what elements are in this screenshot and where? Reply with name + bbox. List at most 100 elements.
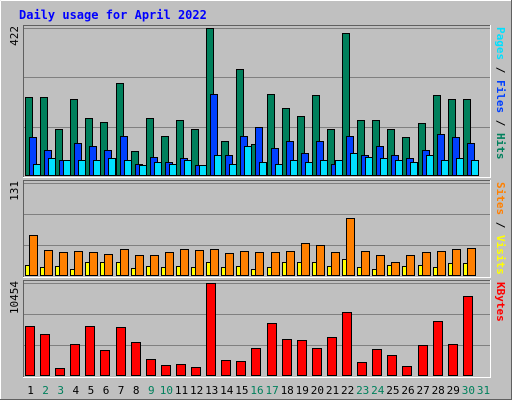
x-tick-label-day-30: 30	[462, 384, 475, 397]
pages-bar-day-7	[124, 160, 132, 176]
y-axis-max-label: 422	[8, 26, 21, 46]
kbytes-bar-day-7	[116, 327, 126, 376]
x-tick-label-day-5: 5	[88, 384, 95, 397]
pages-bar-day-20	[320, 160, 328, 176]
kbytes-bar-day-27	[418, 345, 428, 376]
sites-bar-day-25	[391, 262, 400, 276]
pages-bar-day-29	[456, 158, 464, 176]
x-tick-label-day-12: 12	[190, 384, 203, 397]
x-tick-label-day-8: 8	[133, 384, 140, 397]
pages-bar-day-25	[395, 160, 403, 176]
sites-bar-day-28	[437, 251, 446, 276]
kbytes-bar-day-14	[221, 360, 231, 376]
kbytes-bar-day-17	[267, 323, 277, 376]
legend-part: Files	[494, 80, 507, 113]
sites-bar-day-21	[331, 252, 340, 276]
legend-part: /	[494, 215, 507, 235]
sites-bar-day-5	[89, 252, 98, 276]
x-tick-label-day-2: 2	[42, 384, 49, 397]
pages-bar-day-21	[335, 160, 343, 176]
pages-bar-day-13	[214, 155, 222, 176]
x-tick-label-day-15: 15	[235, 384, 248, 397]
x-tick-label-day-23: 23	[356, 384, 369, 397]
pages-bar-day-11	[184, 160, 192, 176]
kbytes-bar-day-22	[342, 312, 352, 376]
x-tick-label-day-28: 28	[432, 384, 445, 397]
kbytes-bar-day-18	[282, 339, 292, 376]
kbytes-bar-day-6	[100, 350, 110, 376]
x-tick-label-day-17: 17	[265, 384, 278, 397]
pages-bar-day-2	[48, 158, 56, 176]
kbytes-bar-day-20	[312, 348, 322, 376]
sites-bar-day-30	[467, 248, 476, 276]
series-pages	[33, 146, 479, 176]
kbytes-bar-day-26	[402, 366, 412, 376]
x-tick-label-day-10: 10	[160, 384, 173, 397]
x-tick-label-day-13: 13	[205, 384, 218, 397]
kbytes-bar-day-30	[463, 296, 473, 376]
pages-bar-day-23	[365, 157, 373, 176]
x-tick-label-day-9: 9	[148, 384, 155, 397]
x-tick-label-day-27: 27	[416, 384, 429, 397]
pages-bar-day-6	[108, 158, 116, 176]
sites-bar-day-29	[452, 249, 461, 276]
kbytes-bar-day-11	[176, 364, 186, 376]
y-axis-max-label: 10454	[8, 281, 21, 314]
legend-part: /	[494, 60, 507, 80]
kbytes-bar-day-19	[297, 340, 307, 376]
kbytes-bar-day-13	[206, 283, 216, 376]
x-tick-label-day-26: 26	[401, 384, 414, 397]
y-axis-max-label: 131	[8, 181, 21, 201]
x-tick-label-day-14: 14	[220, 384, 234, 397]
pages-bar-day-15	[244, 146, 252, 176]
sites-bar-day-11	[180, 249, 189, 276]
x-tick-label-day-21: 21	[326, 384, 339, 397]
series-legend-label: Pages / Files / Hits	[494, 27, 507, 160]
x-tick-label-day-7: 7	[118, 384, 125, 397]
x-tick-label-day-6: 6	[103, 384, 110, 397]
legend-part: KBytes	[494, 282, 507, 322]
pages-bar-day-18	[290, 160, 298, 176]
pages-bar-day-30	[471, 160, 479, 176]
kbytes-bar-day-2	[40, 334, 50, 376]
pages-bar-day-9	[154, 162, 162, 176]
sites-bar-day-9	[150, 255, 159, 276]
pages-bar-day-16	[259, 162, 267, 176]
sites-bar-day-15	[240, 251, 249, 276]
legend-part: /	[494, 113, 507, 133]
sites-bar-day-18	[286, 251, 295, 276]
series-kbytes	[25, 283, 473, 376]
x-tick-label-day-25: 25	[386, 384, 399, 397]
sites-bar-day-10	[165, 252, 174, 276]
legend-part: Pages	[494, 27, 507, 60]
series-legend-label: Sites / Visits	[494, 182, 507, 275]
sites-bar-day-20	[316, 245, 325, 276]
pages-bar-day-10	[169, 164, 177, 176]
sites-bar-day-14	[225, 253, 234, 276]
x-tick-label-day-16: 16	[250, 384, 263, 397]
chart-title: Daily usage for April 2022	[19, 8, 207, 22]
pages-bar-day-27	[426, 155, 434, 176]
sites-bar-day-22	[346, 218, 355, 276]
legend-part: Visits	[494, 235, 507, 275]
pages-bar-day-19	[305, 162, 313, 176]
sites-bar-day-16	[255, 252, 264, 276]
kbytes-bar-day-12	[191, 367, 201, 376]
sites-bar-day-2	[44, 250, 53, 276]
kbytes-bar-day-8	[131, 342, 141, 376]
sites-bar-day-24	[376, 255, 385, 276]
sites-bar-day-3	[59, 252, 68, 276]
kbytes-bar-day-3	[55, 368, 65, 376]
pages-bar-day-14	[229, 164, 237, 176]
pages-bar-day-26	[410, 162, 418, 176]
pages-bar-day-1	[33, 164, 41, 176]
legend-part: Sites	[494, 182, 507, 215]
sites-bar-day-26	[406, 255, 415, 276]
sites-bar-day-17	[271, 252, 280, 276]
kbytes-bar-day-28	[433, 321, 443, 376]
panel-3: 10454 KBytes	[8, 280, 507, 378]
x-axis-tick-labels: 1 2 3 4 5 6 7 8 9 10 11 12 13 14 15 16 17 18 19 20 21 22 23 24 2…	[27, 384, 490, 397]
sites-bar-day-23	[361, 251, 370, 276]
pages-bar-day-3	[63, 160, 71, 176]
